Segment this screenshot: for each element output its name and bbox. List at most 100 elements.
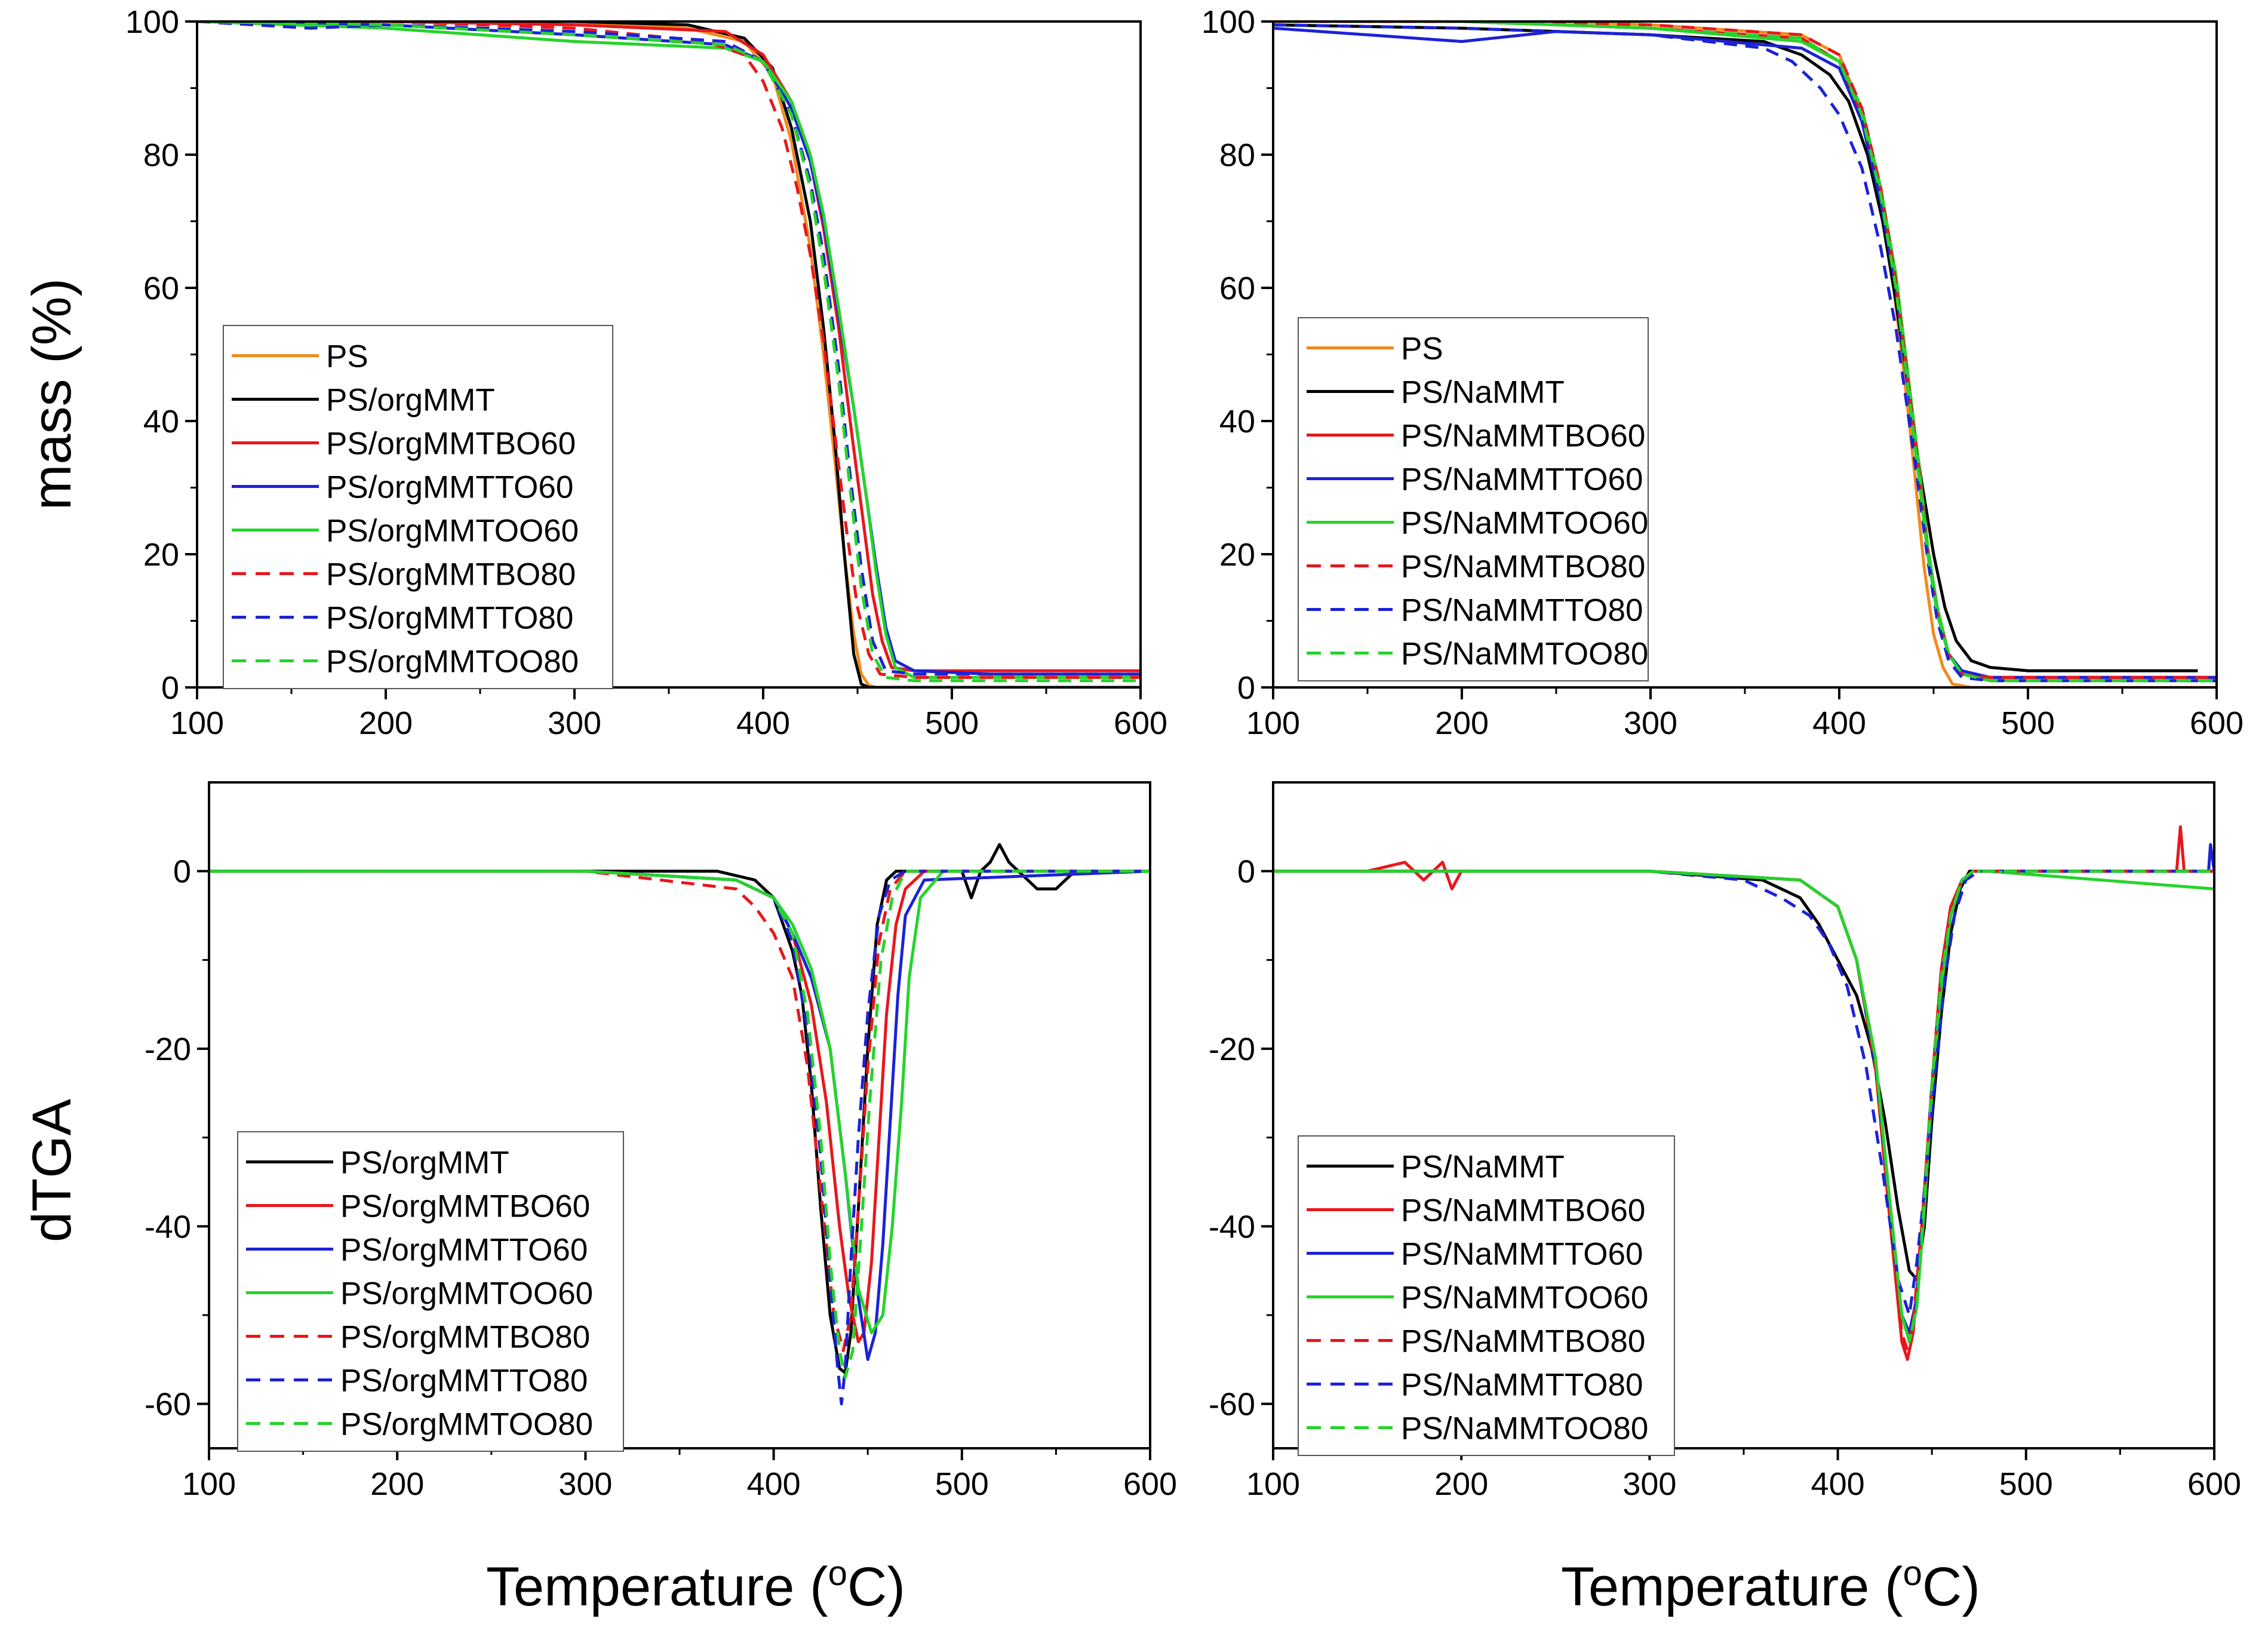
legend-label-ps-orgmmtbo80: PS/orgMMTBO80 bbox=[340, 1320, 590, 1355]
y-tick-label: 0 bbox=[173, 854, 191, 890]
x-tick-label: 600 bbox=[1123, 1466, 1177, 1502]
y-tick-label: 20 bbox=[143, 537, 179, 573]
xlabel-left-unit: C) bbox=[847, 1556, 905, 1617]
x-tick-label: 400 bbox=[736, 705, 790, 741]
y-tick-label: -60 bbox=[145, 1387, 191, 1423]
y-tick-label: 40 bbox=[1219, 404, 1255, 440]
series-lines bbox=[1273, 22, 2217, 687]
legend-label-ps-orgmmtbo60: PS/orgMMTBO60 bbox=[340, 1189, 590, 1224]
x-tick-label: 500 bbox=[2001, 705, 2055, 741]
x-tick-label: 300 bbox=[1622, 1466, 1676, 1502]
legend-label-ps-nammtbo80: PS/NaMMTBO80 bbox=[1401, 549, 1645, 585]
y-tick-label: 60 bbox=[143, 271, 179, 306]
legend-label-ps-orgmmt: PS/orgMMT bbox=[340, 1145, 509, 1181]
y-tick-label: -20 bbox=[145, 1031, 191, 1067]
legend-label-ps-nammtto80: PS/NaMMTTO80 bbox=[1401, 1368, 1643, 1403]
legend-label-ps-nammtoo60: PS/NaMMTOO60 bbox=[1401, 506, 1648, 541]
x-tick-label: 300 bbox=[558, 1466, 612, 1502]
legend-label-ps-orgmmtto80: PS/orgMMTTO80 bbox=[326, 601, 573, 636]
series-line-ps-orgmmtoo80 bbox=[209, 870, 1150, 1379]
x-tick-label: 600 bbox=[2187, 1466, 2241, 1502]
legend-label-ps: PS bbox=[326, 339, 368, 374]
x-tick-label: 300 bbox=[548, 705, 601, 741]
y-tick-label: 100 bbox=[1201, 4, 1255, 40]
series-line-ps-orgmmtoo60 bbox=[197, 22, 1141, 679]
x-tick-label: 200 bbox=[370, 1466, 424, 1502]
xlabel-left: Temperature (oC) bbox=[486, 1554, 905, 1617]
series-line-ps-orgmmtbo80 bbox=[197, 22, 1141, 679]
x-tick-label: 500 bbox=[1999, 1466, 2053, 1502]
panel-tga-org: 100 200 300 400 500 600 0 20 40 60 80 100 PS PS/orgMM… bbox=[125, 4, 1167, 741]
xlabel-right: Temperature (oC) bbox=[1561, 1554, 1980, 1617]
legend-box bbox=[223, 325, 613, 689]
xlabel-right-sup: o bbox=[1903, 1554, 1922, 1593]
legend-label-ps-nammt: PS/NaMMT bbox=[1401, 1150, 1565, 1185]
legend: PS/orgMMT PS/orgMMTBO60 PS/orgMMTTO60 PS/or… bbox=[237, 1131, 624, 1452]
x-tick-label: 600 bbox=[1114, 705, 1167, 741]
xlabel-left-sup: o bbox=[828, 1554, 847, 1593]
series-line-ps-orgmmt bbox=[197, 22, 1141, 687]
series-line-ps-nammtoo80 bbox=[1377, 22, 2217, 683]
y-tick-label: 40 bbox=[143, 404, 179, 440]
legend: PS/NaMMT PS/NaMMTBO60 PS/NaMMTTO60 PS/NaMMT… bbox=[1298, 1135, 1675, 1456]
x-tick-label: 400 bbox=[747, 1466, 801, 1502]
legend-label-ps-orgmmtbo80: PS/orgMMTBO80 bbox=[326, 557, 576, 592]
legend-label-ps-nammt: PS/NaMMT bbox=[1401, 375, 1565, 410]
xlabel-right-unit: C) bbox=[1922, 1556, 1980, 1617]
x-tick-label: 300 bbox=[1624, 705, 1677, 741]
legend-label-ps-orgmmtoo80: PS/orgMMTOO80 bbox=[326, 644, 579, 680]
legend-label-ps-nammtto60: PS/NaMMTTO60 bbox=[1401, 1237, 1643, 1272]
x-tick-label: 100 bbox=[170, 705, 224, 741]
legend-label-ps-nammtto80: PS/NaMMTTO80 bbox=[1401, 593, 1643, 628]
x-tick-label: 200 bbox=[359, 705, 413, 741]
series-line-ps-nammtoo80 bbox=[1273, 870, 2214, 1344]
x-tick-label: 600 bbox=[2190, 705, 2244, 741]
legend-label-ps-orgmmtbo60: PS/orgMMTBO60 bbox=[326, 426, 576, 462]
legend-label-ps-orgmmt: PS/orgMMT bbox=[326, 383, 495, 418]
legend-label-ps-nammtbo60: PS/NaMMTBO60 bbox=[1401, 419, 1645, 454]
panel-dtga-org: 100 200 300 400 500 600-60-40-200PS/orgMMTPS/… bbox=[145, 781, 1177, 1502]
x-tick-label: 500 bbox=[925, 705, 979, 741]
x-tick-label: 200 bbox=[1434, 1466, 1488, 1502]
series-lines bbox=[1273, 825, 2214, 1361]
legend-label-ps-orgmmtto60: PS/orgMMTTO60 bbox=[326, 470, 573, 505]
xlabel-left-main: Temperature ( bbox=[486, 1556, 828, 1617]
x-tick-label: 200 bbox=[1435, 705, 1489, 741]
series-line-ps-nammtto80 bbox=[1273, 870, 2214, 1317]
x-tick-label: 100 bbox=[1246, 1466, 1300, 1502]
legend-label-ps-nammtbo60: PS/NaMMTBO60 bbox=[1401, 1193, 1645, 1229]
legend-label-ps-orgmmtoo60: PS/orgMMTOO60 bbox=[340, 1276, 593, 1312]
x-tick-label: 400 bbox=[1811, 1466, 1865, 1502]
x-tick-label: 400 bbox=[1812, 705, 1866, 741]
legend-label-ps-nammtoo80: PS/NaMMTOO80 bbox=[1401, 637, 1648, 672]
x-tick-label: 500 bbox=[935, 1466, 989, 1502]
legend-label-ps-orgmmtoo80: PS/orgMMTOO80 bbox=[340, 1407, 593, 1442]
y-tick-label: 80 bbox=[143, 137, 179, 173]
x-tick-label: 100 bbox=[182, 1466, 236, 1502]
x-tick-label: 100 bbox=[1246, 705, 1300, 741]
legend-box bbox=[1298, 317, 1649, 681]
y-tick-label: 0 bbox=[1237, 854, 1255, 890]
y-tick-label: 100 bbox=[125, 4, 179, 40]
y-tick-label: 0 bbox=[161, 670, 179, 706]
xlabel-right-main: Temperature ( bbox=[1561, 1556, 1903, 1617]
legend-label-ps-orgmmtto60: PS/orgMMTTO60 bbox=[340, 1233, 588, 1268]
series-line-ps-nammtto80 bbox=[1273, 23, 2217, 683]
y-tick-label: 80 bbox=[1219, 137, 1255, 173]
y-tick-label: -60 bbox=[1209, 1387, 1255, 1423]
series-line-ps-nammt bbox=[1273, 870, 2214, 1281]
y-tick-label: -40 bbox=[145, 1209, 191, 1245]
y-tick-label: 60 bbox=[1219, 271, 1255, 306]
panel-tga-na: 100 200 300 400 500 600 0 20 40 60 80 100 PS PS/NaMMT… bbox=[1201, 4, 2244, 741]
series-lines bbox=[197, 22, 1141, 687]
series-line-ps-orgmmtoo80 bbox=[197, 22, 1141, 683]
series-line-ps-nammt bbox=[1273, 23, 2198, 672]
series-lines bbox=[209, 843, 1150, 1406]
legend-label-ps-nammtbo80: PS/NaMMTBO80 bbox=[1401, 1324, 1645, 1359]
ylabel-mass: mass (%) bbox=[21, 278, 82, 510]
legend-label-ps: PS bbox=[1401, 331, 1443, 367]
legend-label-ps-orgmmtto80: PS/orgMMTTO80 bbox=[340, 1363, 588, 1399]
y-tick-label: 20 bbox=[1219, 537, 1255, 573]
legend-label-ps-orgmmtoo60: PS/orgMMTOO60 bbox=[326, 514, 579, 549]
